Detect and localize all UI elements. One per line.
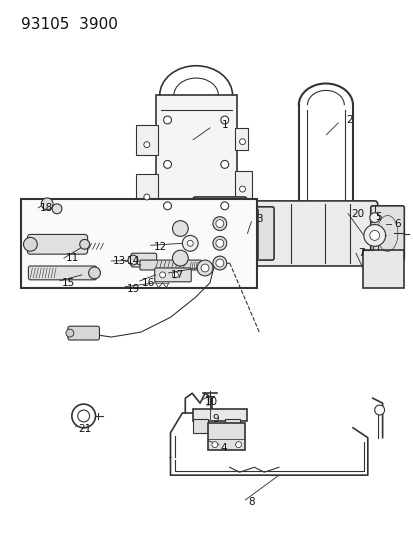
Text: 8: 8 (248, 497, 254, 507)
Text: 1: 1 (221, 120, 228, 130)
Bar (224, 419, 239, 433)
Circle shape (172, 272, 178, 278)
Text: 16: 16 (142, 278, 155, 288)
Circle shape (182, 236, 198, 251)
Circle shape (369, 230, 379, 240)
Bar (362, 250, 404, 288)
Circle shape (212, 217, 226, 230)
FancyBboxPatch shape (140, 260, 201, 270)
Circle shape (41, 198, 53, 210)
Circle shape (215, 220, 223, 228)
Text: 2: 2 (345, 115, 352, 125)
Circle shape (24, 237, 37, 251)
Circle shape (239, 139, 245, 144)
FancyBboxPatch shape (27, 235, 88, 254)
Circle shape (163, 116, 171, 124)
Text: 13: 13 (113, 256, 126, 266)
Text: 9: 9 (211, 414, 218, 424)
FancyBboxPatch shape (240, 207, 273, 260)
Circle shape (215, 259, 223, 267)
Circle shape (239, 186, 245, 192)
Circle shape (363, 224, 385, 246)
Bar (185, 219, 197, 233)
Circle shape (80, 239, 89, 249)
Circle shape (88, 267, 100, 279)
Circle shape (212, 237, 226, 250)
Bar (207, 423, 245, 450)
Circle shape (201, 264, 209, 272)
Bar (155, 95, 236, 223)
Circle shape (163, 160, 171, 168)
Text: 93105  3900: 93105 3900 (21, 18, 117, 33)
Circle shape (66, 329, 74, 337)
Bar (209, 221, 226, 229)
Bar (234, 128, 248, 150)
Text: 20: 20 (350, 209, 363, 219)
FancyBboxPatch shape (218, 201, 377, 266)
Text: 17: 17 (170, 270, 183, 280)
Circle shape (187, 240, 193, 246)
Text: 10: 10 (204, 397, 218, 407)
FancyBboxPatch shape (193, 197, 246, 280)
FancyBboxPatch shape (131, 253, 156, 267)
Text: 14: 14 (127, 256, 140, 266)
Bar (135, 125, 157, 155)
Bar (185, 238, 197, 253)
FancyBboxPatch shape (370, 206, 404, 261)
Text: 15: 15 (62, 278, 75, 288)
Circle shape (235, 442, 241, 448)
Circle shape (128, 255, 138, 265)
Circle shape (52, 204, 62, 214)
Circle shape (215, 239, 223, 247)
Text: 19: 19 (127, 284, 140, 294)
FancyBboxPatch shape (68, 326, 99, 340)
Text: 4: 4 (220, 442, 227, 453)
Circle shape (159, 272, 165, 278)
FancyBboxPatch shape (28, 266, 96, 280)
Circle shape (163, 202, 171, 210)
Circle shape (220, 160, 228, 168)
Text: 6: 6 (394, 219, 400, 229)
Bar (193, 419, 207, 433)
Circle shape (143, 142, 150, 148)
Circle shape (220, 116, 228, 124)
Text: 7: 7 (357, 248, 364, 258)
Text: 5: 5 (374, 212, 380, 222)
Circle shape (143, 194, 150, 200)
Text: 3: 3 (256, 214, 262, 224)
Circle shape (220, 202, 228, 210)
Bar (193, 409, 247, 421)
Bar (234, 171, 252, 199)
Circle shape (172, 250, 188, 266)
Circle shape (212, 256, 226, 270)
Text: 18: 18 (40, 203, 53, 213)
Circle shape (211, 442, 217, 448)
Bar (165, 221, 183, 229)
Text: 12: 12 (153, 243, 166, 252)
Circle shape (369, 213, 379, 223)
Circle shape (172, 221, 188, 237)
Circle shape (72, 404, 95, 428)
Text: 11: 11 (66, 253, 79, 263)
FancyBboxPatch shape (154, 268, 191, 282)
Bar (21, 199, 257, 288)
Circle shape (78, 410, 89, 422)
Circle shape (374, 405, 384, 415)
Text: 21: 21 (78, 424, 92, 434)
Bar (135, 174, 157, 209)
Circle shape (197, 260, 212, 276)
